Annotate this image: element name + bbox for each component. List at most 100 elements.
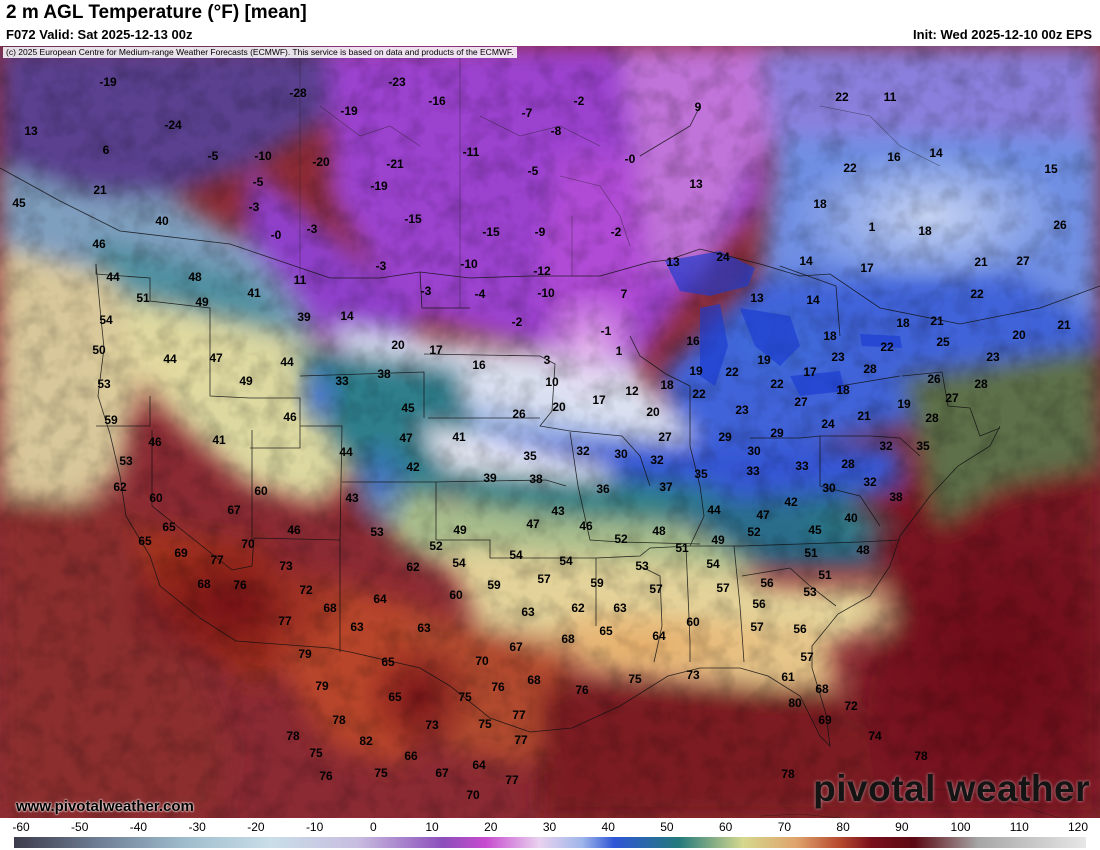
temperature-label: 22 xyxy=(970,287,984,301)
colorbar-tick-label: 110 xyxy=(1009,820,1029,834)
colorbar-tick-label: 90 xyxy=(895,820,909,834)
temperature-label: 67 xyxy=(227,503,241,517)
header: 2 m AGL Temperature (°F) [mean] F072 Val… xyxy=(0,0,1100,46)
valid-time: F072 Valid: Sat 2025-12-13 00z xyxy=(6,27,193,42)
temperature-label: 52 xyxy=(614,532,628,546)
temperature-label: 1 xyxy=(869,220,876,234)
temperature-label: 11 xyxy=(884,90,897,104)
temperature-label: 17 xyxy=(803,365,817,379)
temperature-label: 68 xyxy=(561,632,575,646)
temperature-label: 1 xyxy=(616,344,623,358)
temperature-label: 6 xyxy=(103,143,110,157)
temperature-label: -21 xyxy=(386,157,404,171)
temperature-label: 52 xyxy=(747,525,761,539)
temperature-label: -24 xyxy=(164,118,182,132)
temperature-label: 70 xyxy=(475,654,489,668)
temperature-label: 28 xyxy=(925,411,939,425)
temperature-label: 17 xyxy=(592,393,606,407)
temperature-label: 49 xyxy=(711,533,725,547)
temperature-label: 75 xyxy=(458,690,472,704)
temperature-label: 21 xyxy=(93,183,107,197)
temperature-label: 44 xyxy=(707,503,721,517)
temperature-label: 18 xyxy=(813,197,827,211)
temperature-label: 35 xyxy=(523,449,537,463)
temperature-label: 63 xyxy=(417,621,431,635)
temperature-label: -15 xyxy=(404,212,422,226)
temperature-label: -4 xyxy=(475,287,486,301)
temperature-label: 14 xyxy=(806,293,820,307)
temperature-label: 13 xyxy=(689,177,703,191)
temperature-label: 23 xyxy=(831,350,845,364)
temperature-label: 62 xyxy=(571,601,585,615)
temperature-label: 78 xyxy=(332,713,346,727)
temperature-label: 57 xyxy=(537,572,551,586)
temperature-label: 27 xyxy=(794,395,808,409)
colorbar-tick-label: 120 xyxy=(1067,820,1089,834)
temperature-label: 47 xyxy=(399,431,413,445)
temperature-label: 18 xyxy=(823,329,837,343)
colorbar-tick-label: -40 xyxy=(129,820,148,834)
temperature-label: 77 xyxy=(278,614,292,628)
temperature-label: -8 xyxy=(551,124,562,138)
colorbar-tick-label: -30 xyxy=(188,820,206,834)
temperature-label: 39 xyxy=(483,471,497,485)
temperature-label: 46 xyxy=(579,519,593,533)
temperature-label: 21 xyxy=(857,409,871,423)
temperature-label: 46 xyxy=(287,523,301,537)
temperature-label: 75 xyxy=(478,717,492,731)
colorbar-tick-label: -10 xyxy=(305,820,324,834)
temperature-label: -3 xyxy=(376,259,387,273)
temperature-label: 21 xyxy=(974,255,988,269)
temperature-label: 53 xyxy=(370,525,384,539)
brand-logo: pivotal weather xyxy=(813,768,1090,809)
temperature-label: 78 xyxy=(781,767,795,781)
temperature-label: 60 xyxy=(254,484,268,498)
temperature-label: -5 xyxy=(208,149,219,163)
temperature-label: -10 xyxy=(254,149,272,163)
colorbar-tick-label: 10 xyxy=(425,820,439,834)
temperature-label: -11 xyxy=(463,145,480,159)
temperature-label: 51 xyxy=(818,568,832,582)
temperature-label: 66 xyxy=(404,749,418,763)
temperature-label: -23 xyxy=(388,75,406,89)
temperature-label: -3 xyxy=(421,284,432,298)
temperature-label: 13 xyxy=(666,255,680,269)
temperature-label: 46 xyxy=(148,435,162,449)
temperature-label: 29 xyxy=(770,426,784,440)
temperature-label: 45 xyxy=(12,196,26,210)
temperature-label: 38 xyxy=(377,367,391,381)
temperature-label: 23 xyxy=(986,350,1000,364)
temperature-label: 75 xyxy=(309,746,323,760)
temperature-label: 54 xyxy=(99,313,113,327)
temperature-label: 73 xyxy=(279,559,293,573)
temperature-label: 80 xyxy=(788,696,802,710)
temperature-label: 27 xyxy=(945,391,959,405)
temperature-label: 20 xyxy=(391,338,405,352)
temperature-label: 10 xyxy=(545,375,559,389)
temperature-label: 38 xyxy=(889,490,903,504)
temperature-label: 17 xyxy=(429,343,443,357)
temperature-label: 68 xyxy=(197,577,211,591)
temperature-label: 65 xyxy=(162,520,176,534)
temperature-label: 70 xyxy=(241,537,255,551)
temperature-label: 41 xyxy=(247,286,261,300)
temperature-label: 30 xyxy=(614,447,628,461)
temperature-label: 60 xyxy=(449,588,463,602)
temperature-label: 18 xyxy=(918,224,932,238)
temperature-label: 20 xyxy=(1012,328,1026,342)
temperature-label: -20 xyxy=(312,155,330,169)
temperature-label: -2 xyxy=(611,225,622,239)
temperature-label: 65 xyxy=(388,690,402,704)
temperature-label: 64 xyxy=(652,629,666,643)
colorbar-tick-label: 40 xyxy=(601,820,615,834)
temperature-label: -15 xyxy=(482,225,500,239)
temperature-label: 18 xyxy=(660,378,674,392)
temperature-label: 77 xyxy=(505,773,519,787)
temperature-label: 46 xyxy=(283,410,297,424)
temperature-label: 72 xyxy=(844,699,858,713)
temperature-label: 44 xyxy=(163,352,177,366)
temperature-label: 48 xyxy=(856,543,870,557)
temperature-label: 28 xyxy=(863,362,877,376)
temperature-label: 63 xyxy=(521,605,535,619)
